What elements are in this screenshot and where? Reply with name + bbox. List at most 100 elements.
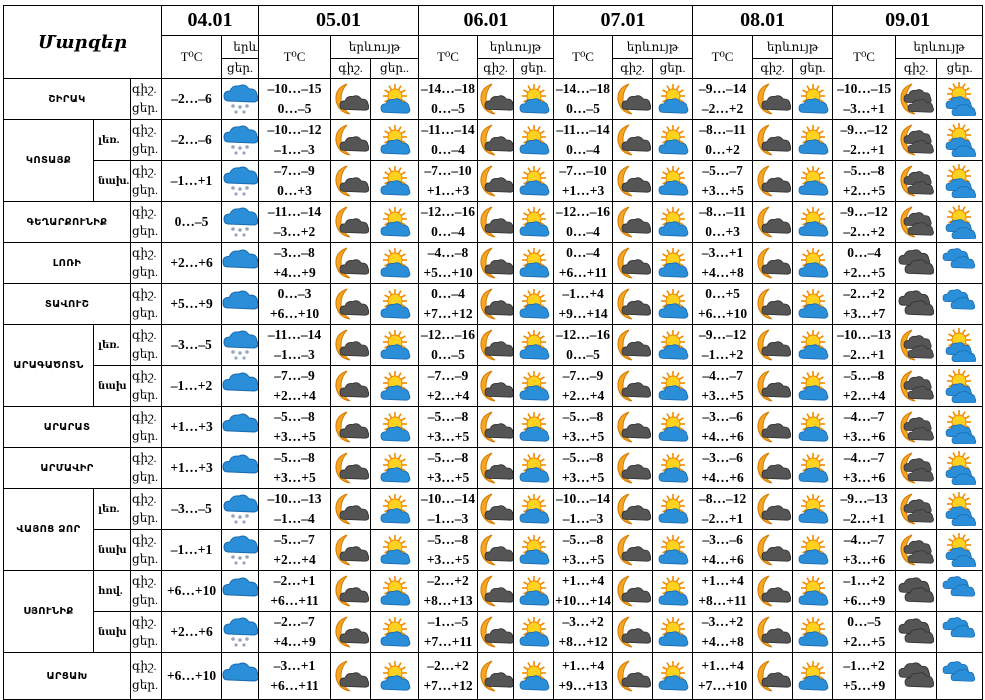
region-name: ՎԱՅՈՑ ՁՈՐ: [3, 488, 94, 571]
subregion-label: հով.: [93, 570, 131, 612]
sun-cloud-icon: [370, 570, 420, 612]
day-label: ցեր.: [132, 142, 158, 156]
day-temperature: +6…+10: [697, 306, 748, 321]
table-row: ԱՐԱԳԱԾՈՏՆ լեռ. գիշ. ցեր. –3…–5 –11…–14 –1…–3 –1…: [3, 324, 984, 407]
moon-dark-clouds-icon: [895, 447, 938, 489]
moon-cloud-icon: [477, 242, 515, 284]
snow-cloud-icon: [221, 160, 260, 202]
cloud-icon: [221, 570, 260, 612]
day-label: ցեր.: [132, 183, 158, 197]
phenomenon-header: երև: [221, 35, 260, 59]
day-label: ցեր.: [132, 265, 158, 279]
moon-dark-clouds-icon: [895, 78, 938, 120]
moon-cloud-icon: [330, 201, 372, 243]
sun-cloud-icon: [792, 324, 834, 366]
table-row: ՏԱՎՈՒՇ գիշ. ցեր. +5…+9 0…–3 +6…+10 0…–4 +7…+12 –…: [3, 283, 984, 325]
day-temperature: +3…+5: [273, 429, 316, 444]
moon-cloud-icon: [477, 78, 515, 120]
night-temperature: –12…–16: [421, 204, 476, 219]
day-temperature: +3…+5: [561, 470, 605, 485]
temperature-cell: –4…–7 +3…+5: [692, 365, 754, 407]
sun-cloud-icon: [370, 611, 420, 653]
region-name: ԱՐՄԱՎԻՐ: [3, 447, 131, 489]
day-temperature: 0…–4: [566, 142, 600, 157]
day-label: ցեր.: [132, 593, 158, 607]
sun-cloud-icon: [652, 652, 694, 700]
temperature-cell: –9…–12 –2…+1: [832, 119, 897, 161]
cloud-icon: [221, 406, 260, 448]
night-label: գիշ.: [132, 451, 157, 465]
sun-clouds-icon: [936, 324, 984, 366]
day-temperature: –1…+2: [701, 347, 744, 362]
temperature-cell: 0…–5: [161, 201, 223, 243]
night-temperature: 0…–3: [277, 286, 312, 301]
temperature-cell: –9…–12 –1…+2: [692, 324, 754, 366]
moon-cloud-icon: [477, 570, 515, 612]
temperature-cell: –1…–5 +7…+11: [418, 611, 479, 653]
phenomenon-header: երևույթ: [330, 35, 420, 59]
day-label: ցեր.: [132, 101, 158, 115]
day-temperature: +7…+11: [423, 634, 473, 649]
temperature-cell: 0…–5 +2…+5: [832, 611, 897, 653]
day-temperature: +7…+10: [697, 678, 748, 693]
temperature-cell: +6…+10: [161, 570, 223, 612]
table-row: նախ գիշ. ցեր. +2…+6 –2…–7 +4…+9 –1…–5 +7…+11 –3……: [4, 611, 984, 653]
temperature-cell: –2…+2 +7…+12: [418, 652, 479, 700]
day-temperature: 0…–5: [277, 101, 312, 116]
temperature-cell: 0…–4 +6…+11: [553, 242, 614, 284]
moon-dark-clouds-icon: [895, 160, 938, 202]
night-temperature: –11…–14: [267, 204, 322, 219]
night-header: գիշ.: [612, 58, 654, 79]
region-name: ՍՅՈՒՆԻՔ: [3, 570, 94, 653]
night-temperature: –11…–14: [421, 122, 475, 137]
temperature-cell: –1…+4 +9…+14: [553, 283, 614, 325]
moon-cloud-icon: [330, 242, 372, 284]
sun-cloud-icon: [370, 201, 420, 243]
moon-cloud-icon: [477, 324, 515, 366]
temperature-cell: –3…–5: [161, 488, 223, 530]
temperature-cell: +2…+6: [161, 611, 223, 653]
night-temperature: –7…–9: [427, 368, 469, 383]
night-header: գիշ.: [330, 58, 372, 79]
sun-cloud-icon: [792, 529, 834, 571]
moon-cloud-icon: [477, 406, 515, 448]
night-temperature: –14…–18: [421, 81, 476, 96]
temperature-cell: –10…–14 –1…–3: [553, 488, 614, 530]
snow-cloud-icon: [221, 78, 260, 120]
sun-cloud-icon: [513, 652, 555, 700]
day-temperature: +8…+12: [558, 634, 608, 649]
moon-cloud-icon: [330, 488, 372, 530]
day-temperature: –1…–3: [562, 511, 604, 526]
night-temperature: –12…–16: [556, 327, 611, 342]
day-temperature: 0…–5: [431, 347, 465, 362]
moon-cloud-icon: [612, 611, 654, 653]
temperature-cell: –3…–6 +4…+6: [692, 529, 754, 571]
night-temperature: –10…–14: [421, 491, 476, 506]
night-day-label: գիշ. ցեր.: [129, 242, 163, 284]
moon-cloud-icon: [752, 570, 794, 612]
sun-cloud-icon: [513, 119, 555, 161]
dark-clouds-icon: [895, 611, 938, 653]
night-temperature: +1…+4: [701, 658, 744, 673]
night-label: գիշ.: [132, 492, 157, 506]
temperature-cell: –12…–16 0…–4: [418, 201, 479, 243]
night-temperature: –4…–7: [843, 450, 885, 465]
moon-cloud-icon: [752, 119, 794, 161]
day-temperature: +9…+13: [558, 678, 608, 693]
cloud-icon: [221, 283, 260, 325]
moon-cloud-icon: [752, 652, 794, 700]
moon-cloud-icon: [477, 652, 515, 700]
temperature-cell: –1…+2 +6…+9: [832, 570, 897, 612]
moon-cloud-icon: [612, 160, 654, 202]
night-temperature: –9…–14: [698, 81, 747, 96]
sun-cloud-icon: [792, 201, 834, 243]
sun-cloud-icon: [652, 406, 694, 448]
moon-cloud-icon: [752, 160, 794, 202]
temperature-cell: –8…–11 0…+3: [692, 201, 754, 243]
night-temperature: 0…–5: [847, 614, 881, 629]
table-row: ԱՐԱՐԱՏ գիշ. ցեր. +1…+3 –5…–8 +3…+5 –5…–8 +3…+5–…: [3, 406, 984, 448]
moon-cloud-icon: [330, 447, 372, 489]
moon-cloud-icon: [477, 529, 515, 571]
night-label: գիշ.: [132, 659, 157, 673]
moon-cloud-icon: [612, 529, 654, 571]
